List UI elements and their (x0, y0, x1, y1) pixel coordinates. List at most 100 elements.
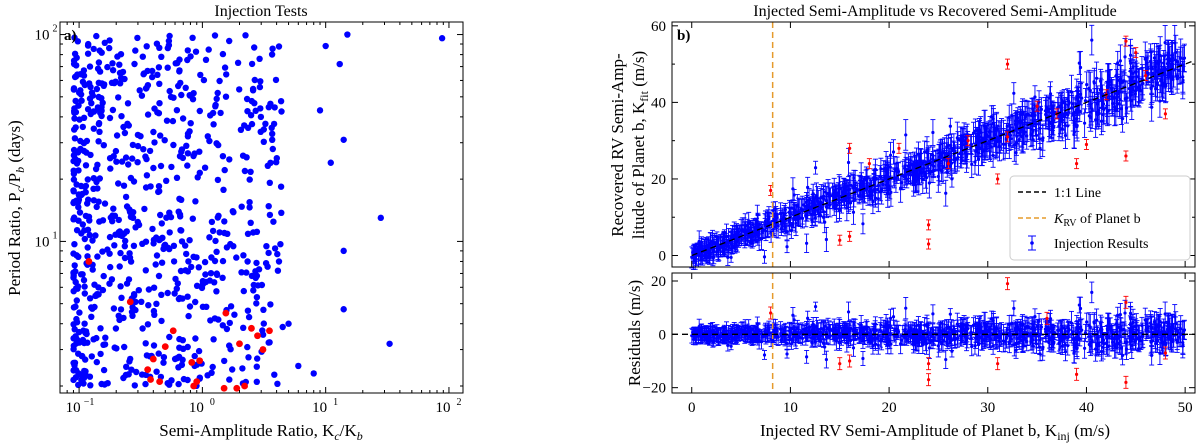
injection-errorbar-point (1049, 111, 1053, 115)
scatter-point-blue (79, 336, 87, 344)
scatter-point-blue (122, 154, 130, 161)
scatter-point-blue (144, 67, 151, 75)
injection-errorbar-point (861, 222, 865, 226)
scatter-point-blue (184, 133, 192, 140)
scatter-point-blue (70, 85, 78, 92)
scatter-point-blue (125, 161, 132, 168)
scatter-point-blue (251, 76, 258, 84)
scatter-point-blue (116, 61, 123, 68)
injection-errorbar-point (852, 176, 856, 180)
scatter-point-blue (70, 321, 77, 328)
injection-errorbar-point (1113, 105, 1117, 109)
scatter-point-blue (200, 76, 208, 84)
scatter-point-blue (202, 271, 209, 278)
x-tick-exponent: −1 (84, 397, 95, 408)
scatter-point-blue (221, 218, 228, 225)
scatter-point-blue (75, 203, 82, 211)
scatter-point-blue (223, 325, 231, 333)
scatter-point-blue (75, 381, 82, 389)
scatter-point-blue (236, 86, 243, 93)
scatter-point-blue (278, 209, 285, 216)
x-tick-exponent: 2 (456, 397, 461, 408)
injection-errorbar-point (953, 156, 957, 161)
scatter-point-blue (114, 53, 121, 60)
scatter-point-blue (73, 227, 81, 234)
scatter-point-blue (336, 60, 343, 68)
injection-errorbar-point (1083, 99, 1088, 103)
injection-errorbar-point (1152, 56, 1157, 60)
injection-errorbar-point (809, 206, 813, 211)
scatter-point-blue (221, 166, 228, 174)
scatter-point-blue (175, 364, 182, 371)
scatter-point-blue (163, 177, 170, 184)
scatter-point-blue (109, 212, 116, 219)
scatter-point-blue (268, 51, 276, 58)
scatter-point-blue (140, 146, 147, 153)
scatter-point-blue (178, 148, 185, 155)
scatter-point-blue (73, 340, 80, 347)
scatter-point-blue (173, 285, 180, 292)
scatter-point-blue (143, 352, 151, 359)
injection-errorbar-point (814, 195, 819, 199)
scatter-point-blue (90, 175, 98, 182)
scatter-point-blue (169, 117, 177, 125)
scatter-point-red (161, 343, 169, 351)
scatter-point-blue (260, 306, 267, 313)
scatter-point-blue (126, 250, 133, 257)
scatter-point-blue (115, 216, 123, 224)
scatter-point-blue (219, 153, 227, 160)
scatter-point-blue (190, 152, 197, 160)
scatter-point-blue (90, 45, 97, 53)
x-tick-label: 10 (435, 400, 450, 416)
scatter-point-blue (156, 100, 163, 107)
scatter-point-blue (107, 165, 114, 172)
scatter-point-blue (139, 325, 146, 332)
injection-errorbar-point (903, 166, 907, 170)
injection-errorbar-point (1071, 112, 1075, 116)
scatter-point-blue (246, 199, 253, 206)
injection-errorbar-point (919, 162, 924, 166)
scatter-point-blue (89, 266, 96, 273)
injection-errorbar-point (959, 134, 963, 138)
injection-errorbar-point (885, 169, 890, 173)
scatter-point-blue (115, 312, 122, 319)
injection-errorbar-point (811, 192, 815, 196)
scatter-point-blue (80, 114, 88, 122)
scatter-point-red (85, 258, 93, 265)
x-tick-exponent: 0 (210, 397, 215, 408)
scatter-point-blue (272, 76, 280, 84)
scatter-point-blue (71, 115, 78, 122)
scatter-point-blue (71, 262, 78, 269)
injection-errorbar-point (1092, 81, 1096, 85)
injection-errorbar-point (709, 243, 713, 247)
scatter-point-blue (100, 82, 108, 90)
scatter-point-blue (253, 259, 260, 267)
scatter-point-blue (155, 64, 163, 71)
scatter-point-blue (86, 95, 94, 102)
injection-errorbar-point (1014, 151, 1018, 155)
scatter-point-blue (76, 89, 83, 96)
injection-errorbar-point (813, 166, 818, 170)
scatter-point-blue (134, 142, 142, 150)
injection-errorbar-red-point (1074, 162, 1079, 166)
scatter-point-blue (106, 37, 113, 44)
scatter-point-blue (438, 35, 446, 42)
scatter-point-blue (73, 62, 80, 69)
scatter-point-blue (107, 263, 114, 271)
scatter-point-blue (178, 238, 186, 245)
scatter-point-blue (249, 85, 257, 93)
scatter-point-blue (93, 358, 101, 366)
injection-errorbar-point (1060, 112, 1065, 116)
scatter-point-blue (209, 227, 217, 235)
scatter-point-blue (109, 67, 117, 74)
scatter-point-blue (118, 158, 126, 165)
scatter-point-blue (185, 312, 192, 320)
scatter-point-blue (90, 125, 98, 132)
scatter-point-red (254, 332, 261, 340)
scatter-point-blue (279, 323, 286, 331)
scatter-point-blue (176, 344, 183, 351)
injection-errorbar-point (1031, 138, 1035, 142)
injection-errorbar-point (904, 133, 908, 137)
scatter-point-blue (117, 306, 125, 313)
scatter-point-blue (275, 258, 283, 265)
